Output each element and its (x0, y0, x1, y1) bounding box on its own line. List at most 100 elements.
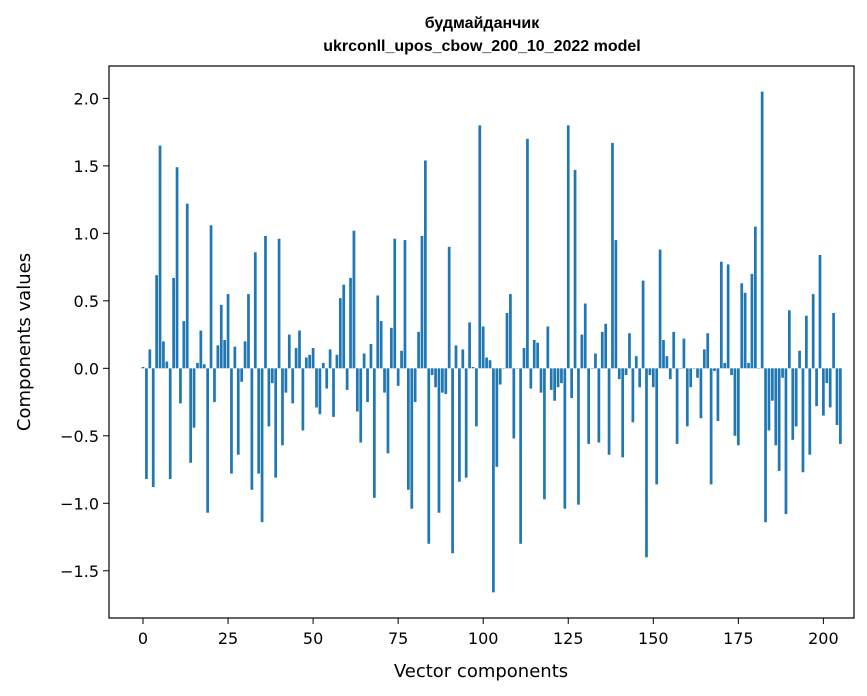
bar-150 (651, 368, 655, 388)
y-tick-label-0: −1.5 (60, 562, 99, 581)
bar-72 (386, 368, 390, 454)
y-axis-label: Components values (14, 253, 35, 431)
bar-32 (250, 368, 254, 490)
bar-66 (366, 368, 369, 403)
bar-95 (464, 368, 468, 478)
plot-frame (108, 65, 855, 619)
bar-131 (587, 368, 591, 444)
bar-88 (441, 368, 444, 393)
bar-142 (624, 368, 628, 376)
bar-177 (743, 292, 747, 369)
bar-134 (597, 368, 601, 443)
bar-40 (277, 238, 281, 369)
bar-140 (617, 368, 621, 380)
bar-23 (219, 304, 223, 369)
bar-189 (784, 368, 788, 515)
x-tick-label-50: 50 (303, 629, 323, 648)
bar-60 (345, 368, 349, 390)
bar-51 (315, 368, 318, 408)
bar-100 (481, 326, 485, 369)
bar-145 (634, 356, 638, 369)
x-tick-label-150: 150 (638, 629, 669, 648)
bar-173 (730, 368, 733, 376)
bar-198 (815, 368, 818, 407)
bar-193 (798, 350, 801, 369)
bar-77 (403, 240, 407, 369)
bar-2 (148, 349, 152, 369)
bar-130 (583, 303, 587, 369)
bar-13 (185, 203, 189, 369)
bar-157 (675, 368, 679, 444)
bar-171 (723, 362, 727, 369)
bar-192 (794, 368, 798, 427)
bar-65 (362, 353, 366, 369)
bar-133 (594, 353, 597, 369)
bar-1 (145, 368, 148, 479)
x-tick-label-25: 25 (218, 629, 238, 648)
bar-34 (257, 368, 261, 474)
bar-141 (621, 368, 625, 458)
bar-8 (168, 368, 172, 479)
bar-54 (325, 368, 329, 389)
bar-121 (553, 368, 556, 401)
bar-33 (253, 252, 257, 369)
bar-112 (522, 348, 526, 369)
bar-19 (206, 368, 210, 513)
bar-24 (223, 339, 227, 369)
bar-86 (434, 368, 437, 388)
bar-120 (549, 368, 553, 390)
bar-47 (301, 368, 305, 431)
bar-31 (247, 294, 250, 369)
bar-154 (665, 356, 669, 369)
bar-50 (311, 348, 315, 369)
x-tick-label-75: 75 (388, 629, 408, 648)
bar-70 (379, 321, 383, 369)
bar-41 (281, 368, 284, 446)
bar-172 (726, 264, 730, 369)
bar-7 (165, 361, 169, 369)
bar-30 (243, 341, 247, 369)
bar-4 (155, 275, 158, 369)
bar-73 (389, 327, 393, 369)
bar-9 (172, 277, 175, 369)
bar-74 (393, 238, 397, 369)
bar-202 (828, 368, 832, 408)
bar-90 (447, 246, 451, 369)
bar-102 (488, 360, 492, 369)
bar-188 (781, 368, 784, 378)
bar-122 (556, 368, 560, 388)
bar-58 (338, 298, 342, 369)
bar-195 (805, 315, 808, 369)
bar-93 (458, 368, 461, 482)
bar-204 (835, 368, 839, 425)
bar-0 (141, 366, 145, 369)
bar-89 (444, 368, 448, 394)
bar-96 (468, 322, 471, 369)
bar-164 (699, 368, 703, 419)
x-tick-label-175: 175 (723, 629, 754, 648)
x-tick-label-200: 200 (808, 629, 839, 648)
bar-5 (158, 145, 162, 369)
bar-147 (641, 280, 645, 369)
y-tick-label-4: 0.5 (74, 292, 99, 311)
bar-59 (342, 284, 346, 369)
bar-18 (202, 364, 206, 369)
bar-55 (328, 349, 332, 369)
bar-197 (811, 294, 815, 369)
bar-64 (359, 368, 363, 443)
bar-174 (733, 368, 737, 436)
bar-14 (189, 368, 192, 463)
x-axis-label: Vector components (394, 661, 568, 682)
bar-99 (478, 125, 482, 369)
bar-28 (236, 368, 240, 455)
bar-205 (839, 368, 842, 444)
bar-108 (509, 294, 512, 369)
y-tick-label-3: 0.0 (74, 359, 99, 378)
bar-43 (287, 334, 291, 369)
bar-63 (355, 368, 359, 412)
bar-190 (788, 310, 791, 369)
bar-166 (706, 333, 710, 369)
bar-42 (284, 368, 288, 393)
bar-119 (546, 326, 550, 369)
bar-115 (532, 339, 536, 369)
